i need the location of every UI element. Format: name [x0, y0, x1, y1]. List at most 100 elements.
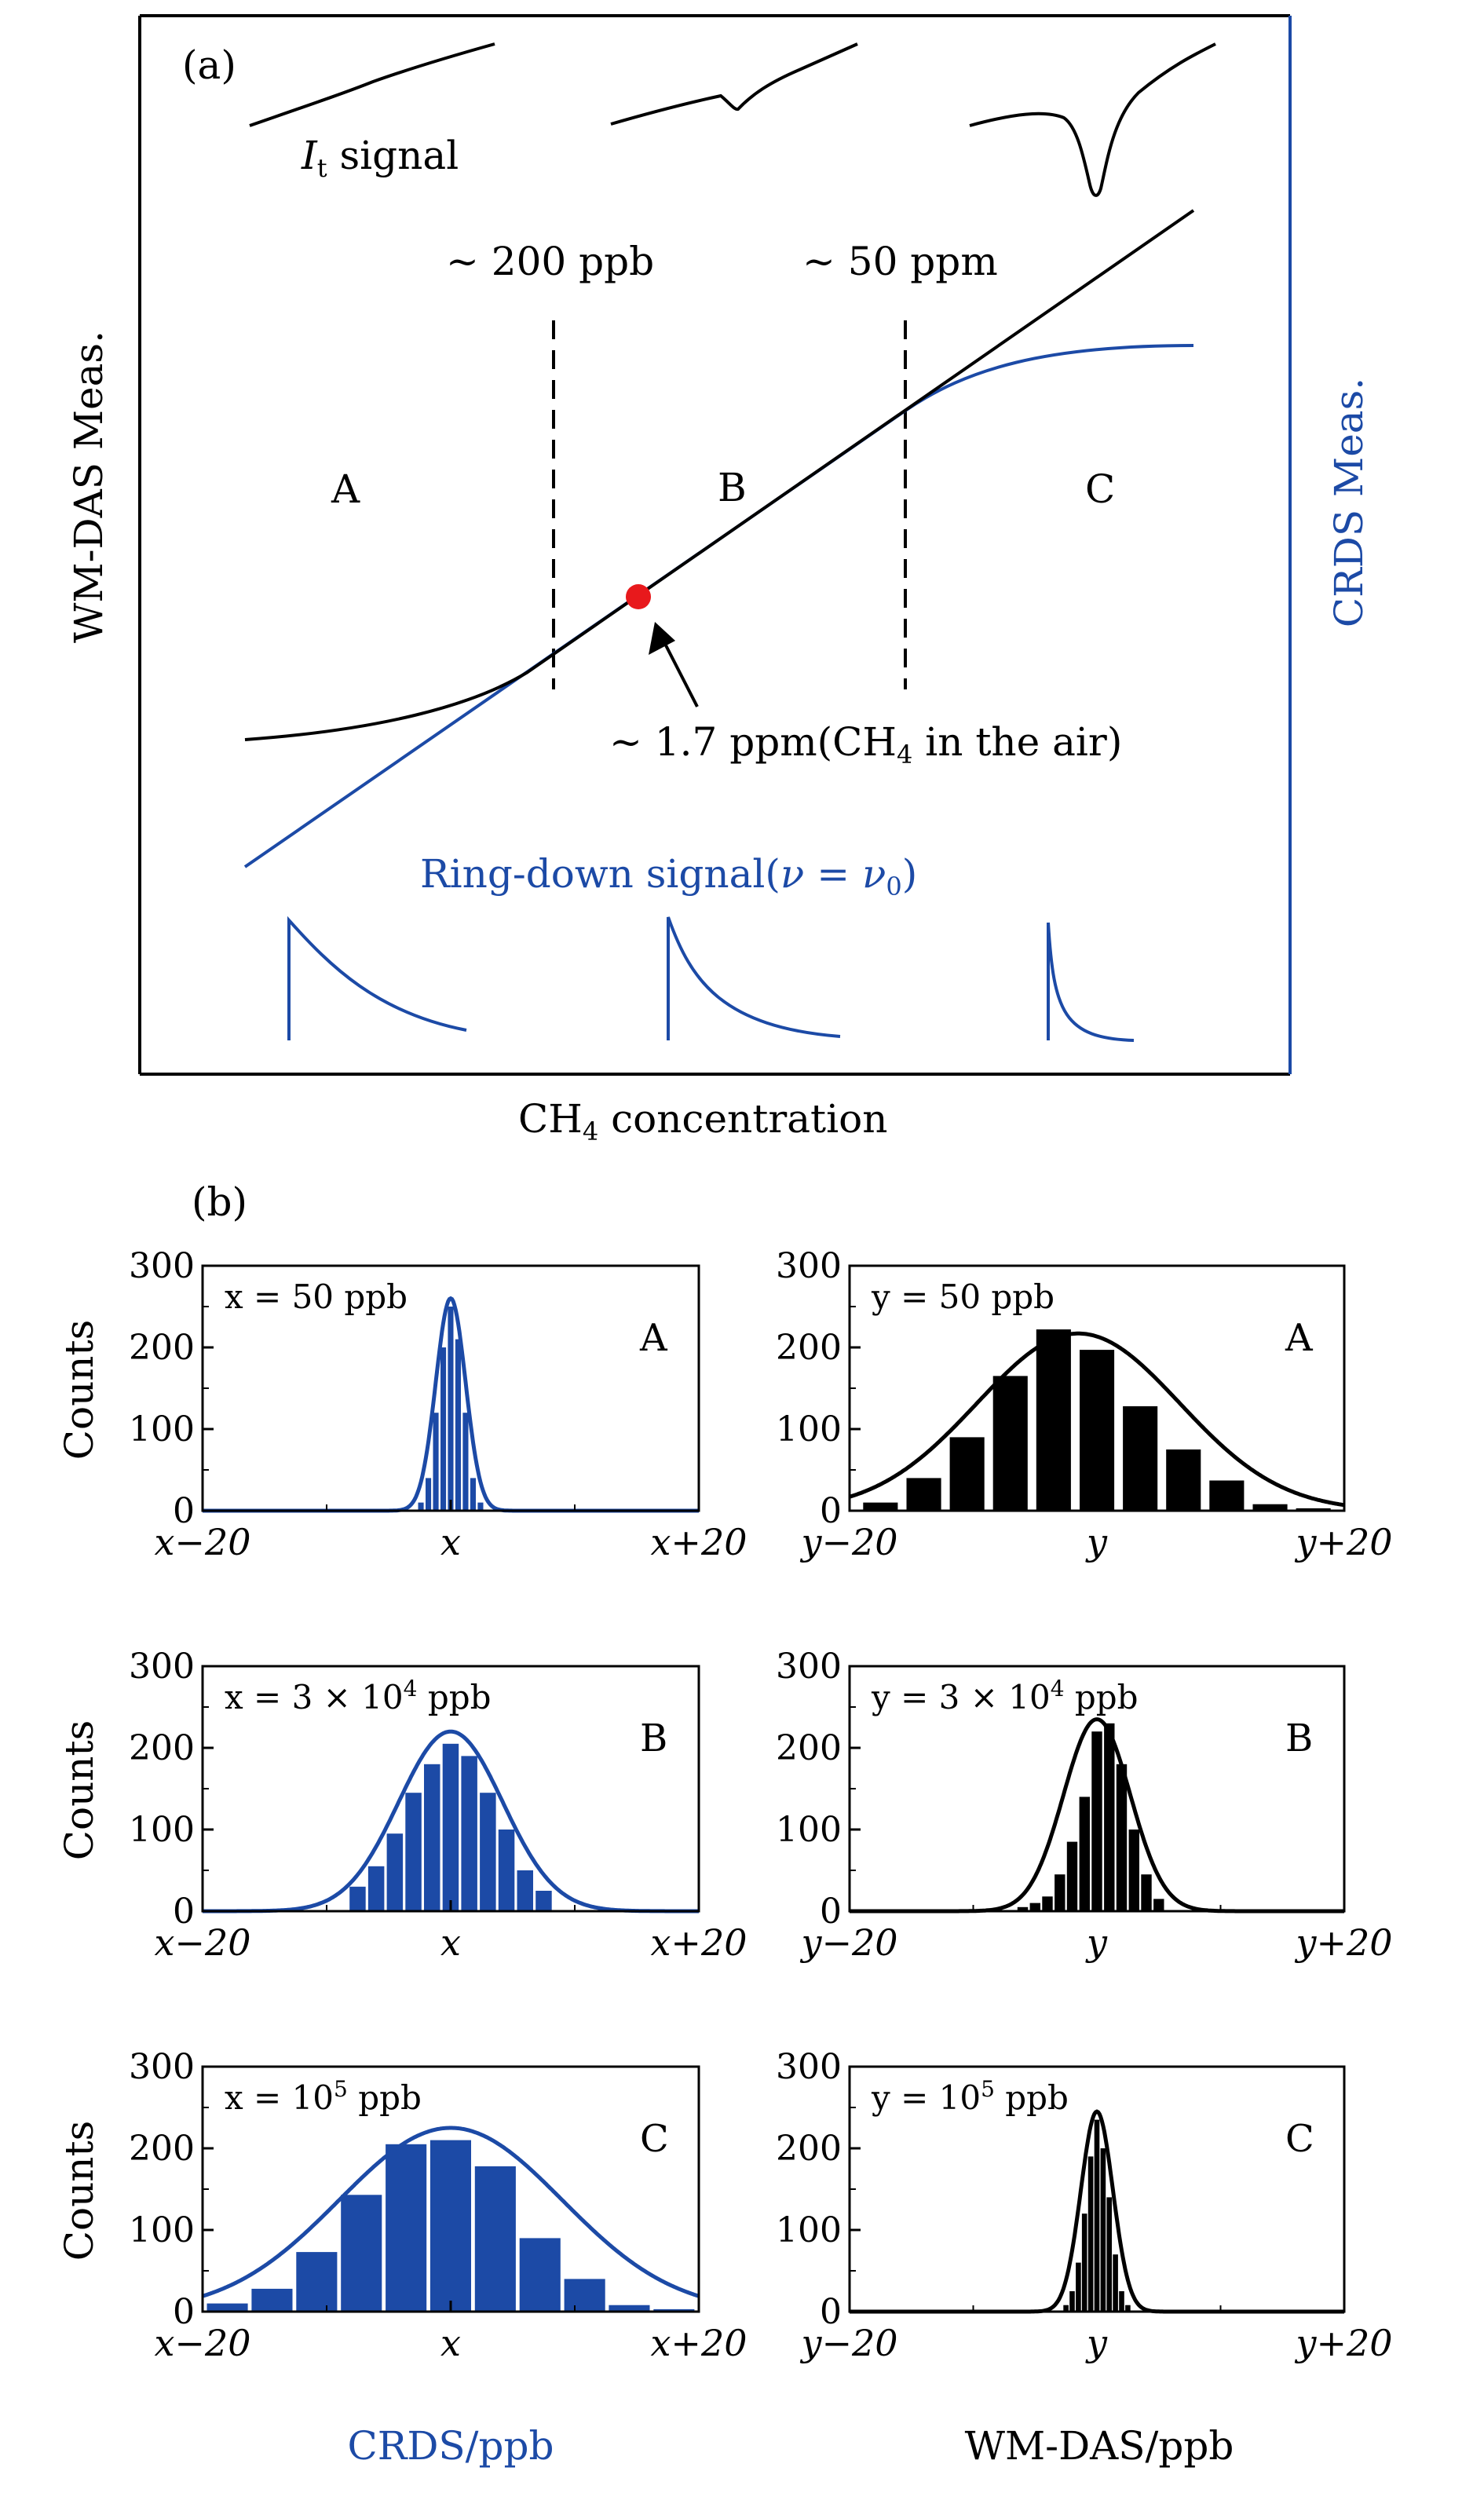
histogram-bar	[992, 1376, 1028, 1511]
histogram-bar	[426, 1478, 432, 1511]
histogram-crds-b: 0 100 200 300 x−20 x x+20 x = 3 × 104 ppb B	[129, 1647, 747, 1964]
histogram-bar	[207, 2303, 248, 2312]
y-tick-label: 0	[820, 2292, 842, 2332]
histogram-bar	[1123, 1406, 1158, 1511]
histogram-bar	[609, 2305, 650, 2312]
histogram-bar	[1055, 1874, 1065, 1911]
histogram-bar	[535, 1891, 552, 1911]
y-tick-label: 100	[129, 1810, 195, 1850]
concentration-annotation: x = 105 ppb	[225, 2076, 422, 2117]
histogram-bar	[1087, 2156, 1094, 2312]
x-tick-label: y+20	[1294, 2322, 1392, 2364]
histogram-bar	[1017, 1906, 1029, 1911]
histogram-bar	[418, 1502, 424, 1511]
x-tick-label: x−20	[154, 2322, 250, 2364]
panel-a: (a) It signal ~ 200 ppb ~ 50 ppm A B C ~…	[66, 14, 1372, 1146]
region-b-label: B	[718, 465, 747, 510]
histogram-bar	[1066, 1841, 1078, 1911]
air-arrow-shaft	[663, 642, 699, 707]
y-tick-label: 100	[129, 2210, 195, 2250]
histogram-bar	[949, 1437, 985, 1511]
x-tick-label: y	[1085, 1921, 1108, 1964]
histogram-bar	[341, 2195, 382, 2312]
panel-a-label: (a)	[182, 42, 236, 88]
x-tick-label: y	[1085, 2322, 1108, 2364]
y-tick-label: 100	[776, 1409, 842, 1449]
histogram-bar	[474, 2166, 516, 2312]
x-tick-label: x−20	[154, 1521, 250, 1563]
histogram-bar	[1069, 2291, 1075, 2312]
ringdown-label: Ring-down signal(ν = ν0)	[420, 851, 917, 901]
histogram-bar	[1128, 1830, 1139, 1911]
histogram-bar	[349, 1886, 366, 1911]
crds-response-curve	[243, 344, 1194, 868]
histogram-bar	[1209, 1480, 1245, 1511]
ylabel-counts-row-c: Counts	[57, 2121, 102, 2261]
histogram-bar	[1042, 1896, 1053, 1911]
it-signal-dip-small	[610, 42, 858, 126]
gaussian-fit-curve	[202, 2126, 700, 2298]
histogram-bar	[653, 2308, 695, 2312]
histogram-bar	[1252, 1504, 1288, 1511]
y-tick-label: 0	[820, 1892, 842, 1932]
x-tick-label: x	[440, 1921, 461, 1964]
y-tick-label: 0	[820, 1491, 842, 1531]
histogram-bar	[448, 1307, 454, 1511]
ringdown-decay-medium	[667, 916, 841, 1040]
region-a-label: A	[331, 466, 360, 512]
x-tick-label: x+20	[650, 1921, 747, 1964]
histogram-bar	[1063, 2305, 1069, 2312]
histogram-bar	[564, 2279, 605, 2312]
concentration-annotation: x = 50 ppb	[225, 1278, 408, 1316]
histogram-bar	[429, 2140, 471, 2312]
x-tick-label: x+20	[650, 1521, 747, 1563]
region-c-label: C	[1085, 466, 1115, 512]
histogram-bar	[1141, 1874, 1152, 1911]
x-tick-label: x−20	[154, 1921, 250, 1964]
histogram-bar	[433, 1413, 439, 1511]
x-tick-label: x+20	[650, 2322, 747, 2364]
histogram-bar	[1116, 1764, 1128, 1911]
concentration-annotation: y = 3 × 104 ppb	[871, 1676, 1139, 1716]
ylabel-counts-row-a: Counts	[57, 1320, 102, 1460]
histogram-bar	[462, 1413, 469, 1511]
histogram-bar	[1100, 2148, 1106, 2312]
y-tick-label: 100	[776, 1810, 842, 1850]
region-letter: C	[640, 2117, 669, 2161]
ringdown-decay-slow	[287, 916, 467, 1040]
histogram-bar	[1113, 2254, 1118, 2312]
histogram-bar	[1125, 2305, 1131, 2312]
histogram-bar	[296, 2252, 338, 2312]
concentration-annotation: x = 3 × 104 ppb	[225, 1676, 491, 1716]
histogram-bar	[1091, 1731, 1102, 1911]
x-tick-label: y	[1085, 1521, 1108, 1563]
region-letter: B	[640, 1716, 667, 1760]
histogram-bar	[405, 1793, 422, 1911]
y-tick-label: 0	[173, 1892, 195, 1932]
concentration-annotation: y = 105 ppb	[871, 2076, 1069, 2117]
x-tick-label: y+20	[1294, 1921, 1392, 1964]
it-signal-linear	[249, 42, 495, 127]
histogram-bar	[1076, 2262, 1081, 2312]
y-tick-label: 300	[776, 1647, 842, 1687]
y-tick-label: 100	[129, 1409, 195, 1449]
ylabel-counts-row-b: Counts	[57, 1720, 102, 1861]
threshold-200ppb: ~ 200 ppb	[446, 239, 654, 284]
it-signal-dip-deep	[969, 42, 1216, 197]
x-tick-label: x	[440, 2322, 461, 2364]
region-letter: A	[1285, 1316, 1314, 1360]
histogram-bar	[461, 1756, 477, 1911]
x-tick-label: y−20	[799, 1921, 897, 1964]
y-tick-label: 0	[173, 1491, 195, 1531]
y-tick-label: 300	[129, 1647, 195, 1687]
panel-a-ylabel-right: CRDS Meas.	[1326, 378, 1372, 627]
histogram-bar	[906, 1478, 941, 1511]
histogram-bar	[863, 1502, 898, 1511]
y-tick-label: 200	[776, 1728, 842, 1768]
gaussian-fit-curve	[849, 1331, 1345, 1508]
histogram-bar	[1036, 1329, 1071, 1511]
histogram-bar	[386, 1833, 404, 1911]
histogram-bar	[1119, 2291, 1124, 2312]
histogram-bar	[1296, 1508, 1331, 1511]
